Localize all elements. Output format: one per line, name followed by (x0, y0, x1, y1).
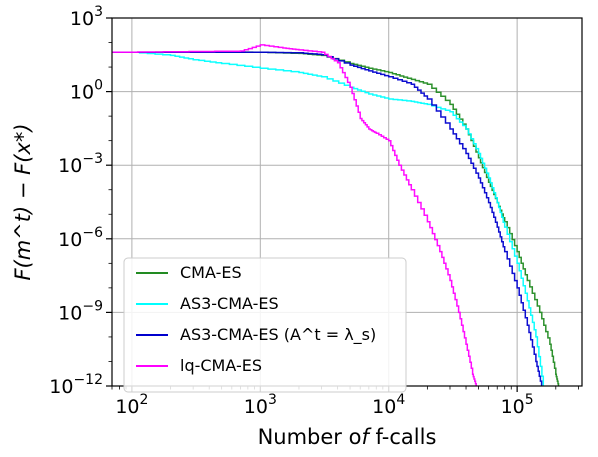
y-axis-title: F(m^t) − F(x*) (11, 123, 35, 280)
y-tick-label: 10−6 (58, 225, 103, 251)
x-tick-labels: 102 103 104 105 (115, 392, 533, 418)
y-tick-label: 10−3 (58, 151, 103, 177)
x-tick-label: 102 (115, 392, 148, 418)
y-tick-label: 103 (70, 4, 103, 30)
y-tick-label: 10−9 (58, 298, 103, 324)
legend: CMA-ES AS3-CMA-ES AS3-CMA-ES (A^t = λ_s)lq… (123, 257, 407, 393)
series-lines (112, 44, 560, 386)
x-tick-label: 105 (501, 392, 534, 418)
y-tick-label: 10−12 (49, 372, 103, 398)
x-tick-label: 103 (244, 392, 277, 418)
legend-box (123, 257, 407, 393)
series-line-3 (112, 44, 477, 386)
legend-label-0: CMA-ES (180, 263, 242, 282)
y-tick-labels: 103 100 10−3 10−6 10−9 10−12 (49, 4, 103, 398)
x-axis-title: Number of f-calls (258, 425, 437, 449)
series-line-1 (112, 51, 545, 386)
legend-label-1: AS3-CMA-ES (180, 294, 279, 313)
y-tick-label: 100 (70, 78, 103, 104)
legend-label-3: lq-CMA-ES (180, 356, 262, 375)
legend-items: CMA-ES AS3-CMA-ES AS3-CMA-ES (A^t = λ_s)lq… (136, 263, 376, 375)
legend-label-2: AS3-CMA-ES (A^t = λ_s) (180, 325, 376, 345)
x-tick-label: 104 (372, 392, 405, 418)
